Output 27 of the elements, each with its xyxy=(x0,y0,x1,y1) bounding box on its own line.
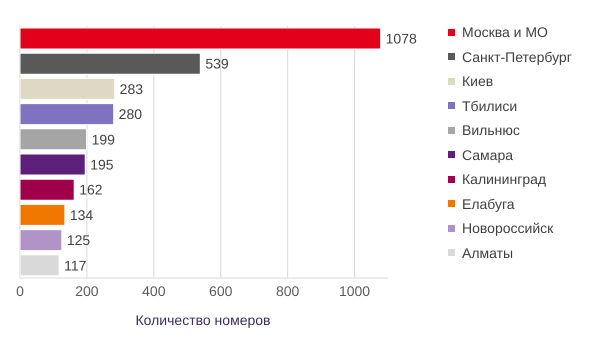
data-label: 199 xyxy=(92,131,116,148)
legend-label: Новороссийск xyxy=(462,220,554,236)
data-label: 117 xyxy=(64,257,87,274)
x-tick-label: 400 xyxy=(142,282,166,299)
data-label: 162 xyxy=(79,182,103,198)
legend-label: Тбилиси xyxy=(462,98,518,114)
legend-label: Алматы xyxy=(462,244,514,261)
data-label: 1078 xyxy=(386,30,417,46)
x-tick-label: 1000 xyxy=(338,282,370,299)
legend-label: Калининград xyxy=(462,171,546,188)
legend-label: Санкт-Петербург xyxy=(462,48,572,65)
data-label: 283 xyxy=(120,80,144,97)
data-label: 195 xyxy=(90,156,114,172)
legend-label: Киев xyxy=(462,73,494,90)
x-axis-title: Количество номеров xyxy=(134,312,272,328)
data-label: 280 xyxy=(118,106,142,122)
data-label: 125 xyxy=(66,232,90,248)
legend-label: Москва и МО xyxy=(462,24,548,40)
x-tick-label: 0 xyxy=(16,282,24,299)
legend-label: Елабуга xyxy=(462,196,515,212)
legend-label: Вильнюс xyxy=(462,122,520,138)
x-tick-label: 800 xyxy=(276,282,300,299)
data-label: 539 xyxy=(205,56,229,72)
data-label: 134 xyxy=(70,206,94,223)
x-tick-label: 200 xyxy=(75,282,99,299)
legend-label: Самара xyxy=(462,146,514,163)
x-tick-label: 600 xyxy=(209,282,233,299)
